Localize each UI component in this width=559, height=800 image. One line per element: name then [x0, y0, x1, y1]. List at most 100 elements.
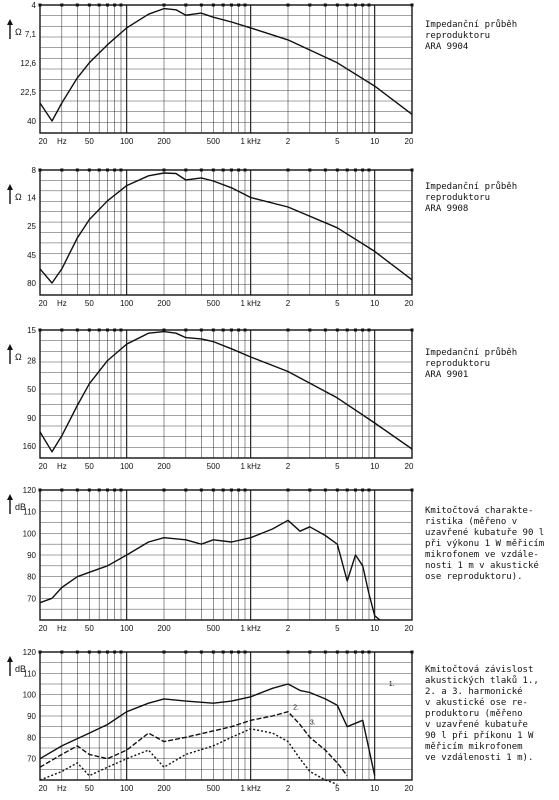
top-tick-mark — [335, 650, 339, 654]
top-tick-mark — [308, 328, 312, 332]
series-line-3 — [39, 728, 338, 785]
top-tick-mark — [105, 328, 109, 332]
y-axis-arrow-head — [7, 494, 13, 500]
top-tick-mark — [237, 168, 241, 172]
top-tick-mark — [345, 168, 349, 172]
x-tick-label: 500 — [207, 784, 221, 793]
series-annotation: 3. — [310, 720, 316, 727]
x-tick-label: 20 — [405, 137, 414, 146]
x-tick-label: 20 — [39, 299, 48, 308]
top-tick-mark — [229, 488, 233, 492]
y-tick-label: 110 — [23, 508, 36, 517]
x-tick-label: 5 — [335, 137, 340, 146]
top-tick-mark — [361, 168, 365, 172]
x-tick-label: 20 — [405, 462, 414, 471]
top-tick-mark — [229, 328, 233, 332]
top-tick-mark — [184, 488, 188, 492]
top-tick-mark — [199, 3, 203, 7]
top-tick-mark — [410, 3, 414, 7]
top-tick-mark — [286, 328, 290, 332]
top-tick-mark — [345, 488, 349, 492]
top-tick-mark — [410, 488, 414, 492]
x-tick-label: 500 — [207, 137, 221, 146]
x-tick-label: 10 — [370, 137, 379, 146]
top-tick-mark — [345, 650, 349, 654]
series-line-1 — [39, 172, 413, 284]
y-axis-arrow-head — [7, 656, 13, 662]
top-tick-mark — [243, 488, 247, 492]
top-tick-mark — [105, 168, 109, 172]
x-tick-label: 100 — [120, 784, 134, 793]
y-tick-label: 50 — [27, 385, 36, 394]
top-tick-mark — [211, 650, 215, 654]
top-tick-mark — [199, 168, 203, 172]
top-tick-mark — [105, 488, 109, 492]
top-tick-mark — [323, 168, 327, 172]
x-tick-label: Hz — [57, 299, 67, 308]
y-tick-label: 90 — [27, 414, 36, 423]
top-tick-mark — [199, 650, 203, 654]
top-tick-mark — [323, 3, 327, 7]
top-tick-mark — [75, 328, 79, 332]
series-line-1 — [39, 519, 381, 621]
top-tick-mark — [119, 650, 123, 654]
top-tick-mark — [105, 3, 109, 7]
top-tick-mark — [87, 650, 91, 654]
top-tick-mark — [162, 3, 166, 7]
top-tick-mark — [361, 3, 365, 7]
top-tick-mark — [60, 3, 64, 7]
top-tick-mark — [184, 168, 188, 172]
x-tick-label: 5 — [335, 624, 340, 633]
top-tick-mark — [308, 650, 312, 654]
top-tick-mark — [211, 488, 215, 492]
x-tick-label: 50 — [85, 784, 94, 793]
top-tick-mark — [229, 168, 233, 172]
x-tick-label: 10 — [370, 784, 379, 793]
y-axis-label: Ω — [15, 27, 22, 37]
x-tick-label: 1 kHz — [240, 299, 260, 308]
y-tick-label: 70 — [27, 594, 36, 603]
y-tick-label: 110 — [23, 669, 36, 678]
top-tick-mark — [367, 328, 371, 332]
x-tick-label: 2 — [286, 462, 291, 471]
x-tick-label: 200 — [157, 624, 171, 633]
top-tick-mark — [105, 650, 109, 654]
top-tick-mark — [113, 488, 117, 492]
chart-5: 20 Hz 50 100 200 500 1 kHz 2 5 10 20 120 110 100 90 80 7… — [7, 648, 414, 793]
top-tick-mark — [308, 488, 312, 492]
top-tick-mark — [243, 650, 247, 654]
top-tick-mark — [38, 650, 42, 654]
top-tick-mark — [211, 328, 215, 332]
top-tick-mark — [221, 650, 225, 654]
top-tick-mark — [410, 650, 414, 654]
top-tick-mark — [353, 328, 357, 332]
x-tick-label: 200 — [157, 462, 171, 471]
x-tick-label: 1 kHz — [240, 784, 260, 793]
top-tick-mark — [237, 650, 241, 654]
top-tick-mark — [345, 3, 349, 7]
top-tick-mark — [286, 488, 290, 492]
top-tick-mark — [335, 168, 339, 172]
top-tick-mark — [60, 488, 64, 492]
top-tick-mark — [60, 168, 64, 172]
x-tick-label: 5 — [335, 299, 340, 308]
y-tick-label: 100 — [23, 529, 37, 538]
top-tick-mark — [308, 3, 312, 7]
top-tick-mark — [162, 328, 166, 332]
x-tick-label: 1 kHz — [240, 462, 260, 471]
top-tick-mark — [353, 3, 357, 7]
top-tick-mark — [361, 650, 365, 654]
x-tick-label: Hz — [57, 137, 67, 146]
y-tick-label: 90 — [27, 712, 36, 721]
x-tick-label: 500 — [207, 624, 221, 633]
top-tick-mark — [335, 3, 339, 7]
x-tick-label: 20 — [405, 784, 414, 793]
y-axis-arrow-head — [7, 184, 13, 190]
x-tick-label: 5 — [335, 462, 340, 471]
top-tick-mark — [367, 488, 371, 492]
top-tick-mark — [184, 328, 188, 332]
top-tick-mark — [97, 168, 101, 172]
x-tick-label: 50 — [85, 462, 94, 471]
y-tick-label: 8 — [32, 166, 37, 175]
caption-impedance-ara-9901: Impedanční průběh reproduktoru ARA 9901 — [425, 348, 518, 380]
